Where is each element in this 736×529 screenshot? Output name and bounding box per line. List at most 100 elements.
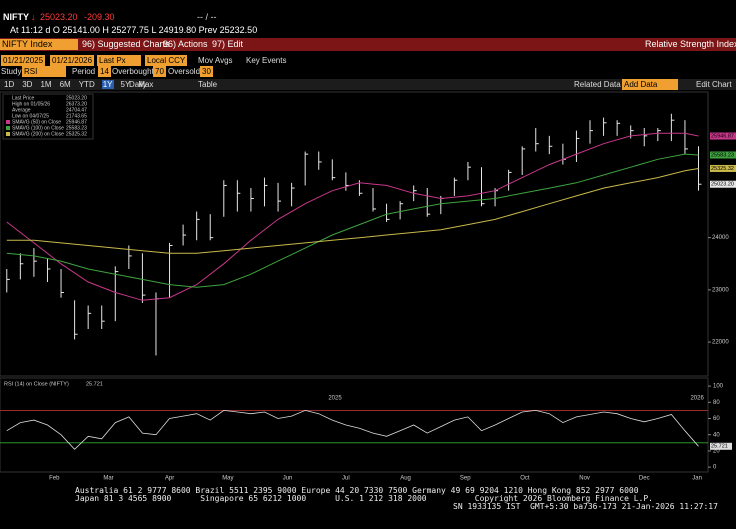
legend-value: 21743.65	[66, 113, 87, 119]
legend-label: High on 01/05/26	[12, 101, 50, 107]
range-button[interactable]: 6M	[59, 80, 71, 89]
rsi-title: RSI (14) on Close (NIFTY)	[4, 381, 69, 387]
legend-label: SMAVG (200) on Close	[12, 131, 64, 137]
range-button[interactable]: YTD	[78, 80, 95, 89]
moving-average	[6, 168, 699, 254]
menu-item[interactable]: 96) Suggested Charts	[82, 39, 170, 49]
start-date[interactable]: 01/21/2025	[1, 55, 46, 66]
related-data[interactable]: Related Data	[574, 80, 621, 89]
price-tag-label: 25023.20	[711, 182, 734, 188]
range-buttons: 1D 3D 1M 6M YTD 1Y 5Y Max	[3, 79, 160, 90]
legend-label: Last Price	[12, 95, 34, 101]
table-button[interactable]: Table	[198, 80, 218, 89]
year-label: 2026	[690, 396, 704, 402]
y-tick-label: 23000	[712, 287, 729, 293]
currency-select[interactable]: Local CCY	[145, 55, 187, 66]
x-tick-label: Jan	[692, 476, 702, 482]
end-date[interactable]: 01/21/2026	[50, 55, 95, 66]
range-button[interactable]: 1D	[4, 80, 15, 89]
legend-label: SMAVG (50) on Close	[12, 119, 61, 125]
moving-average	[6, 132, 699, 301]
year-label: 2025	[328, 396, 342, 402]
page-title: Relative Strength Index	[645, 39, 736, 49]
range-button[interactable]: 5Y	[120, 80, 131, 89]
range-button[interactable]: Max	[138, 80, 154, 89]
x-tick-label: May	[222, 476, 233, 482]
range-button[interactable]: 1Y	[101, 80, 114, 89]
y-tick-label: 0	[713, 465, 717, 471]
legend-value: 25946.87	[66, 119, 87, 125]
period-label: Period	[72, 67, 96, 76]
rsi-tag-label: 25.721	[711, 444, 728, 450]
bid-ask: -- / --	[197, 12, 217, 22]
y-tick-label: 20	[713, 449, 720, 455]
rsi-line	[6, 409, 699, 450]
x-tick-label: Jun	[283, 476, 293, 482]
x-tick-label: Jul	[342, 476, 350, 482]
edit-chart[interactable]: Edit Chart	[696, 80, 732, 89]
price-tag	[710, 132, 736, 140]
menu-bar	[0, 38, 736, 51]
y-tick-label: 100	[713, 384, 724, 390]
legend-label: SMAVG (100) on Close	[12, 125, 64, 131]
menu-item[interactable]: 97) Edit	[212, 39, 244, 49]
range-button[interactable]: 3D	[22, 80, 33, 89]
frequency-select[interactable]: Daily	[129, 80, 147, 89]
net-change: -209.30	[84, 12, 115, 22]
range-button[interactable]: 1M	[40, 80, 52, 89]
price-tag-label: 25946.87	[711, 133, 734, 139]
legend-label: Low on 04/07/25	[12, 113, 49, 119]
legend-swatch	[6, 126, 10, 130]
x-tick-label: Mar	[103, 476, 113, 482]
price-panel	[0, 91, 709, 377]
moving-average	[6, 153, 699, 288]
menu-item[interactable]: 96) Actions	[163, 39, 208, 49]
legend-value: 25583.23	[66, 125, 87, 131]
rsi-panel	[0, 377, 709, 473]
footer-line: Japan 81 3 4565 8900 Singapore 65 6212 1…	[75, 494, 653, 503]
x-tick-label: Apr	[165, 476, 174, 482]
security-field[interactable]: NIFTY Index	[0, 39, 78, 50]
oversold-input[interactable]: 30	[200, 66, 213, 77]
toolbar	[0, 79, 736, 90]
quote-line: At 11:12 d O 25141.00 H 25277.75 L 24919…	[10, 25, 258, 35]
y-tick-label: 60	[713, 416, 720, 422]
y-tick-label: 24000	[712, 235, 729, 241]
ticker: NIFTY	[3, 12, 29, 22]
study-select[interactable]: RSI	[22, 66, 66, 77]
price-tag-label: 25583.23	[711, 152, 734, 158]
rsi-tag	[710, 442, 732, 450]
x-tick-label: Nov	[579, 476, 590, 482]
mov-avgs-toggle[interactable]: Mov Avgs	[198, 56, 233, 65]
legend-box	[2, 93, 94, 140]
price-tag	[710, 164, 736, 172]
last-price: 25023.20	[40, 12, 78, 22]
field-select[interactable]: Last Px	[97, 55, 141, 66]
y-tick-label: 80	[713, 400, 720, 406]
oversold-label: Oversold	[168, 67, 201, 76]
x-tick-label: Sep	[460, 476, 471, 482]
price-tag	[710, 151, 736, 159]
x-tick-label: Oct	[520, 476, 530, 482]
x-tick-label: Aug	[400, 476, 411, 482]
x-tick-label: Feb	[49, 476, 60, 482]
price-tag-label: 25325.32	[711, 166, 734, 172]
overbought-label: Overbought	[112, 67, 154, 76]
legend-label: Average	[12, 107, 31, 113]
y-tick-label: 40	[713, 432, 720, 438]
y-tick-label: 22000	[712, 340, 729, 346]
legend-swatch	[6, 120, 10, 124]
footer-line: Australia 61 2 9777 8600 Brazil 5511 239…	[75, 486, 639, 495]
legend-swatch	[6, 132, 10, 136]
price-tag	[710, 180, 736, 188]
x-tick-label: Dec	[639, 476, 650, 482]
down-arrow: ↓	[31, 12, 36, 22]
period-input[interactable]: 14	[98, 66, 111, 77]
rsi-title-value: 25.721	[86, 381, 103, 387]
legend-value: 25325.32	[66, 131, 87, 137]
overbought-input[interactable]: 70	[153, 66, 166, 77]
study-label: Study	[1, 67, 22, 76]
key-events-toggle[interactable]: Key Events	[246, 56, 287, 65]
add-data[interactable]: Add Data	[622, 79, 678, 90]
